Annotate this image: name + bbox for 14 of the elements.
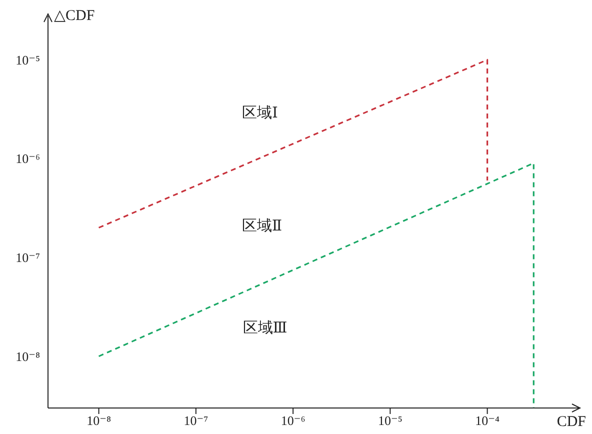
x-axis-title: CDF — [556, 414, 586, 431]
annotation: 区域Ⅲ — [242, 319, 288, 338]
y-tick-label: 10⁻⁶ — [16, 151, 40, 166]
x-tick-label: 10⁻⁶ — [280, 413, 306, 428]
y-tick-label: 10⁻⁵ — [16, 52, 40, 68]
x-tick-label: 10⁻⁴ — [475, 413, 500, 428]
x-tick-label: 10⁻⁵ — [378, 413, 402, 428]
x-tick-label: 10⁻⁷ — [184, 413, 208, 428]
x-tick-label: 10⁻⁸ — [86, 413, 112, 428]
y-axis-title: △CDF — [54, 7, 95, 25]
y-tick-label: 10⁻⁷ — [16, 250, 40, 266]
annotation: 区域Ⅰ — [242, 104, 278, 122]
y-tick-label: 10⁻⁸ — [16, 348, 40, 364]
annotation: 区域Ⅱ — [242, 217, 282, 236]
